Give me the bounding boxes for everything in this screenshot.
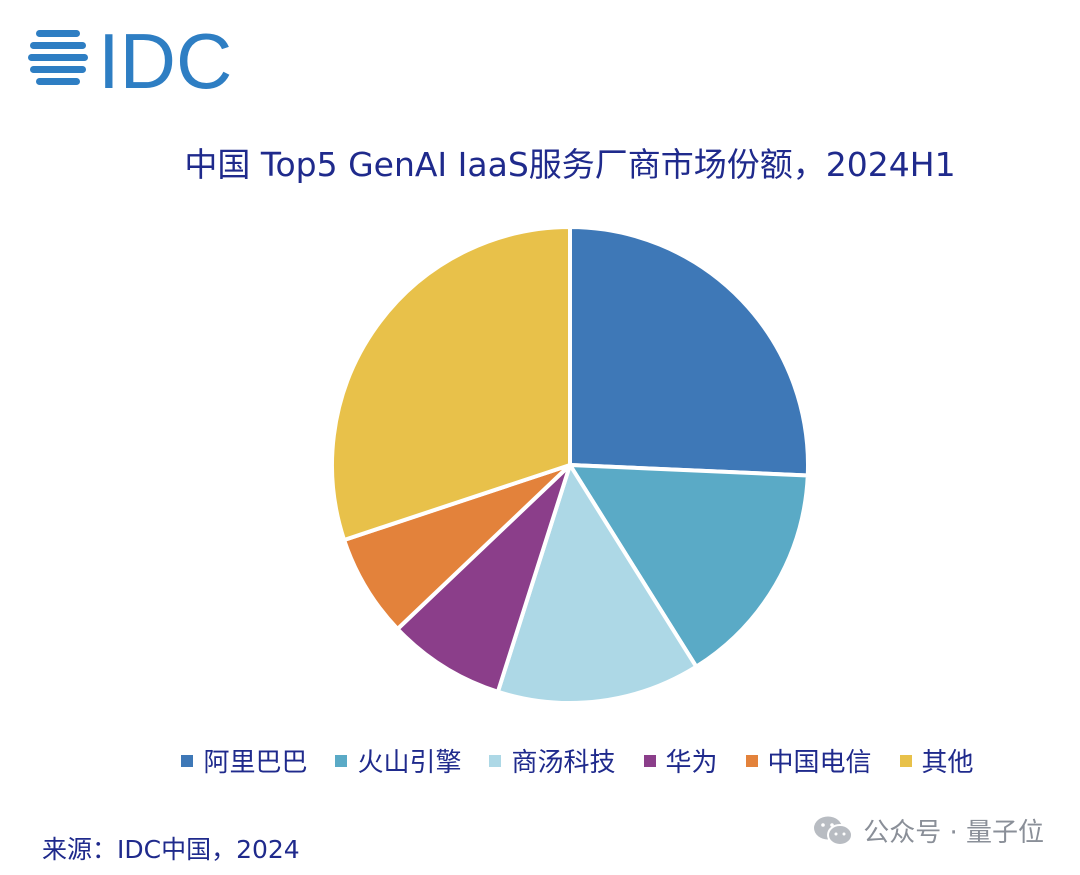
pie-slice-2 bbox=[495, 463, 699, 705]
pie-slice-5 bbox=[330, 225, 572, 542]
legend-swatch bbox=[489, 754, 502, 767]
legend-item-0: 阿里巴巴 bbox=[181, 742, 307, 779]
legend-label: 其他 bbox=[921, 748, 974, 778]
pie-slice-1 bbox=[568, 463, 810, 669]
legend-label: 华为 bbox=[665, 748, 718, 778]
wechat-icon bbox=[814, 816, 854, 846]
legend-item-5: 其他 bbox=[899, 742, 974, 779]
legend-label: 火山引擎 bbox=[357, 748, 462, 778]
logo-text: IDC bbox=[98, 22, 232, 102]
chart-title: 中国 Top5 GenAI IaaS服务厂商市场份额，2024H1 bbox=[184, 145, 956, 184]
legend-swatch bbox=[643, 754, 656, 767]
legend-label: 中国电信 bbox=[767, 748, 872, 778]
pie-slice-3 bbox=[395, 463, 572, 694]
legend-item-2: 商汤科技 bbox=[489, 742, 616, 779]
legend-item-4: 中国电信 bbox=[745, 742, 872, 779]
source-note: 来源：IDC中国，2024 bbox=[42, 835, 300, 864]
pie-slice-0 bbox=[568, 225, 810, 478]
chart-legend: 阿里巴巴 火山引擎 商汤科技 华为 中国电信 其他 bbox=[0, 742, 1080, 779]
legend-swatch bbox=[335, 754, 348, 767]
watermark-text: 公众号 · 量子位 bbox=[863, 818, 1044, 848]
legend-label: 阿里巴巴 bbox=[203, 748, 308, 778]
pie-chart bbox=[330, 225, 810, 705]
legend-swatch bbox=[181, 754, 194, 767]
idc-logo: IDC bbox=[28, 22, 232, 102]
pie-slice-4 bbox=[342, 463, 572, 632]
globe-icon bbox=[28, 30, 88, 85]
legend-swatch bbox=[745, 754, 758, 767]
legend-item-3: 华为 bbox=[643, 742, 718, 779]
watermark: 公众号 · 量子位 bbox=[813, 812, 1044, 849]
legend-swatch bbox=[899, 754, 912, 767]
legend-item-1: 火山引擎 bbox=[335, 742, 461, 779]
legend-label: 商汤科技 bbox=[511, 748, 616, 778]
